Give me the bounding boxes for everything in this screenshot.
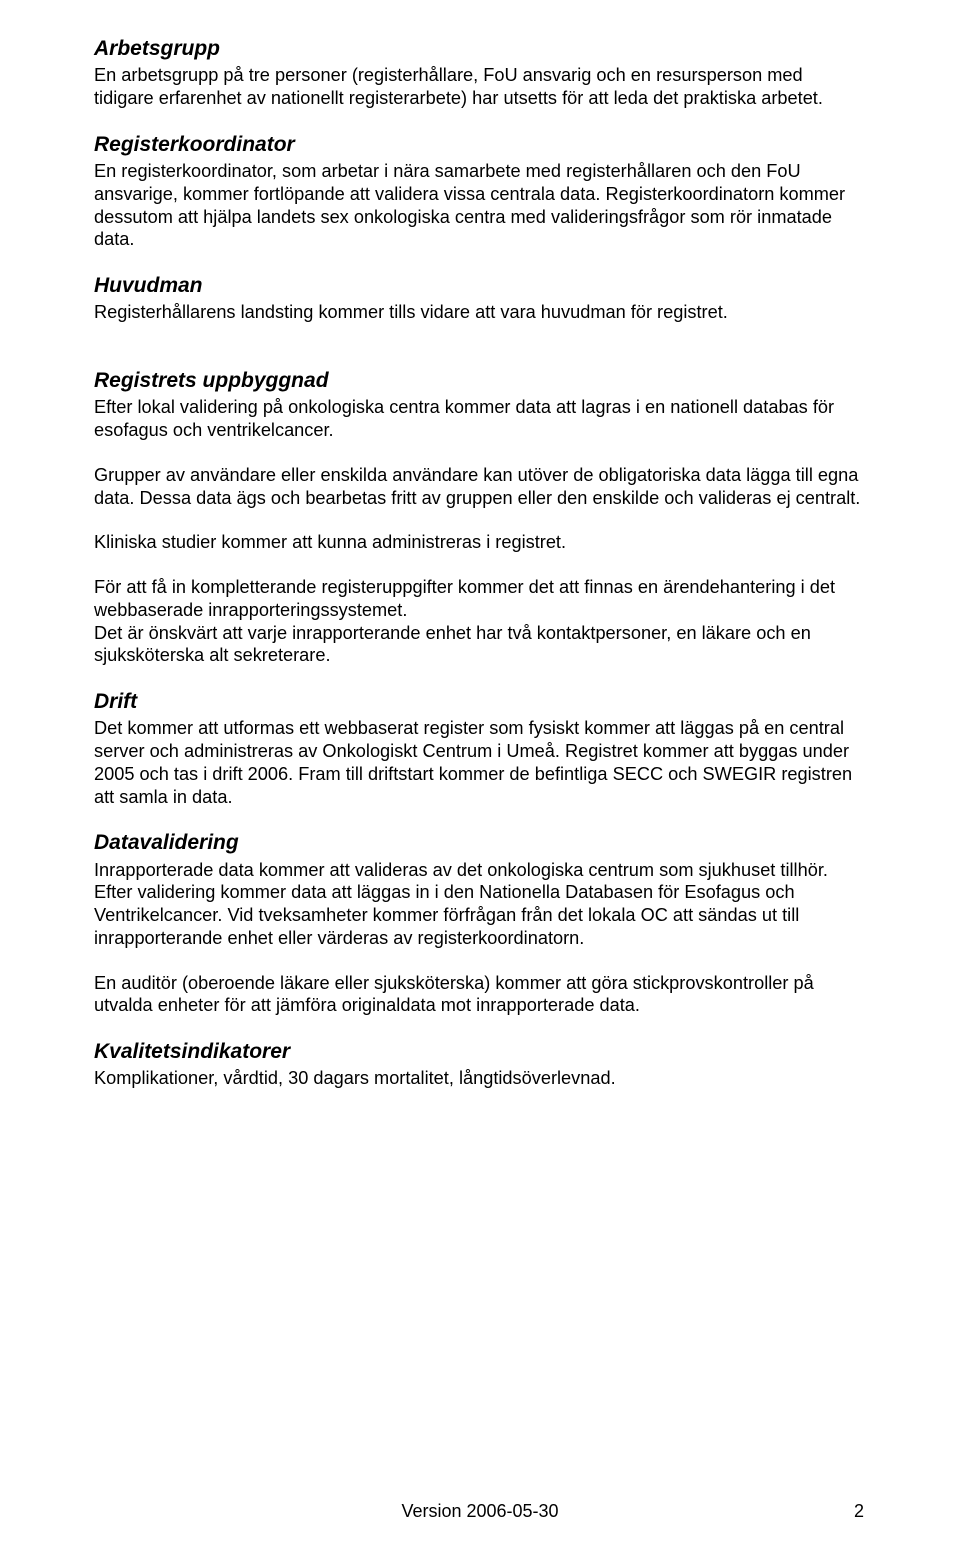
paragraph: Efter lokal validering på onkologiska ce…	[94, 396, 866, 442]
heading-huvudman: Huvudman	[94, 273, 866, 299]
section-registerkoordinator: Registerkoordinator En registerkoordinat…	[94, 132, 866, 251]
paragraph: Grupper av användare eller enskilda anvä…	[94, 464, 866, 510]
section-drift: Drift Det kommer att utformas ett webbas…	[94, 689, 866, 808]
section-kvalitetsindikatorer: Kvalitetsindikatorer Komplikationer, vår…	[94, 1039, 866, 1090]
paragraph: Komplikationer, vårdtid, 30 dagars morta…	[94, 1067, 866, 1090]
section-datavalidering: Datavalidering Inrapporterade data komme…	[94, 830, 866, 1017]
paragraph: En auditör (oberoende läkare eller sjuks…	[94, 972, 866, 1018]
paragraph: En arbetsgrupp på tre personer (register…	[94, 64, 866, 110]
document-page: Arbetsgrupp En arbetsgrupp på tre person…	[0, 0, 960, 1550]
section-arbetsgrupp: Arbetsgrupp En arbetsgrupp på tre person…	[94, 36, 866, 110]
section-registrets-uppbyggnad: Registrets uppbyggnad Efter lokal valide…	[94, 368, 866, 667]
paragraph: För att få in kompletterande registerupp…	[94, 576, 866, 622]
heading-kvalitetsindikatorer: Kvalitetsindikatorer	[94, 1039, 866, 1065]
paragraph: Registerhållarens landsting kommer tills…	[94, 301, 866, 324]
footer-page-number: 2	[854, 1501, 864, 1522]
heading-registrets: Registrets uppbyggnad	[94, 368, 866, 394]
heading-arbetsgrupp: Arbetsgrupp	[94, 36, 866, 62]
paragraph: Kliniska studier kommer att kunna admini…	[94, 531, 866, 554]
section-huvudman: Huvudman Registerhållarens landsting kom…	[94, 273, 866, 324]
paragraph: Det är önskvärt att varje inrapporterand…	[94, 622, 866, 668]
paragraph: En registerkoordinator, som arbetar i nä…	[94, 160, 866, 251]
heading-datavalidering: Datavalidering	[94, 830, 866, 856]
footer-version: Version 2006-05-30	[0, 1501, 960, 1522]
heading-drift: Drift	[94, 689, 866, 715]
paragraph: Inrapporterade data kommer att valideras…	[94, 859, 866, 950]
paragraph: Det kommer att utformas ett webbaserat r…	[94, 717, 866, 808]
heading-registerkoordinator: Registerkoordinator	[94, 132, 866, 158]
